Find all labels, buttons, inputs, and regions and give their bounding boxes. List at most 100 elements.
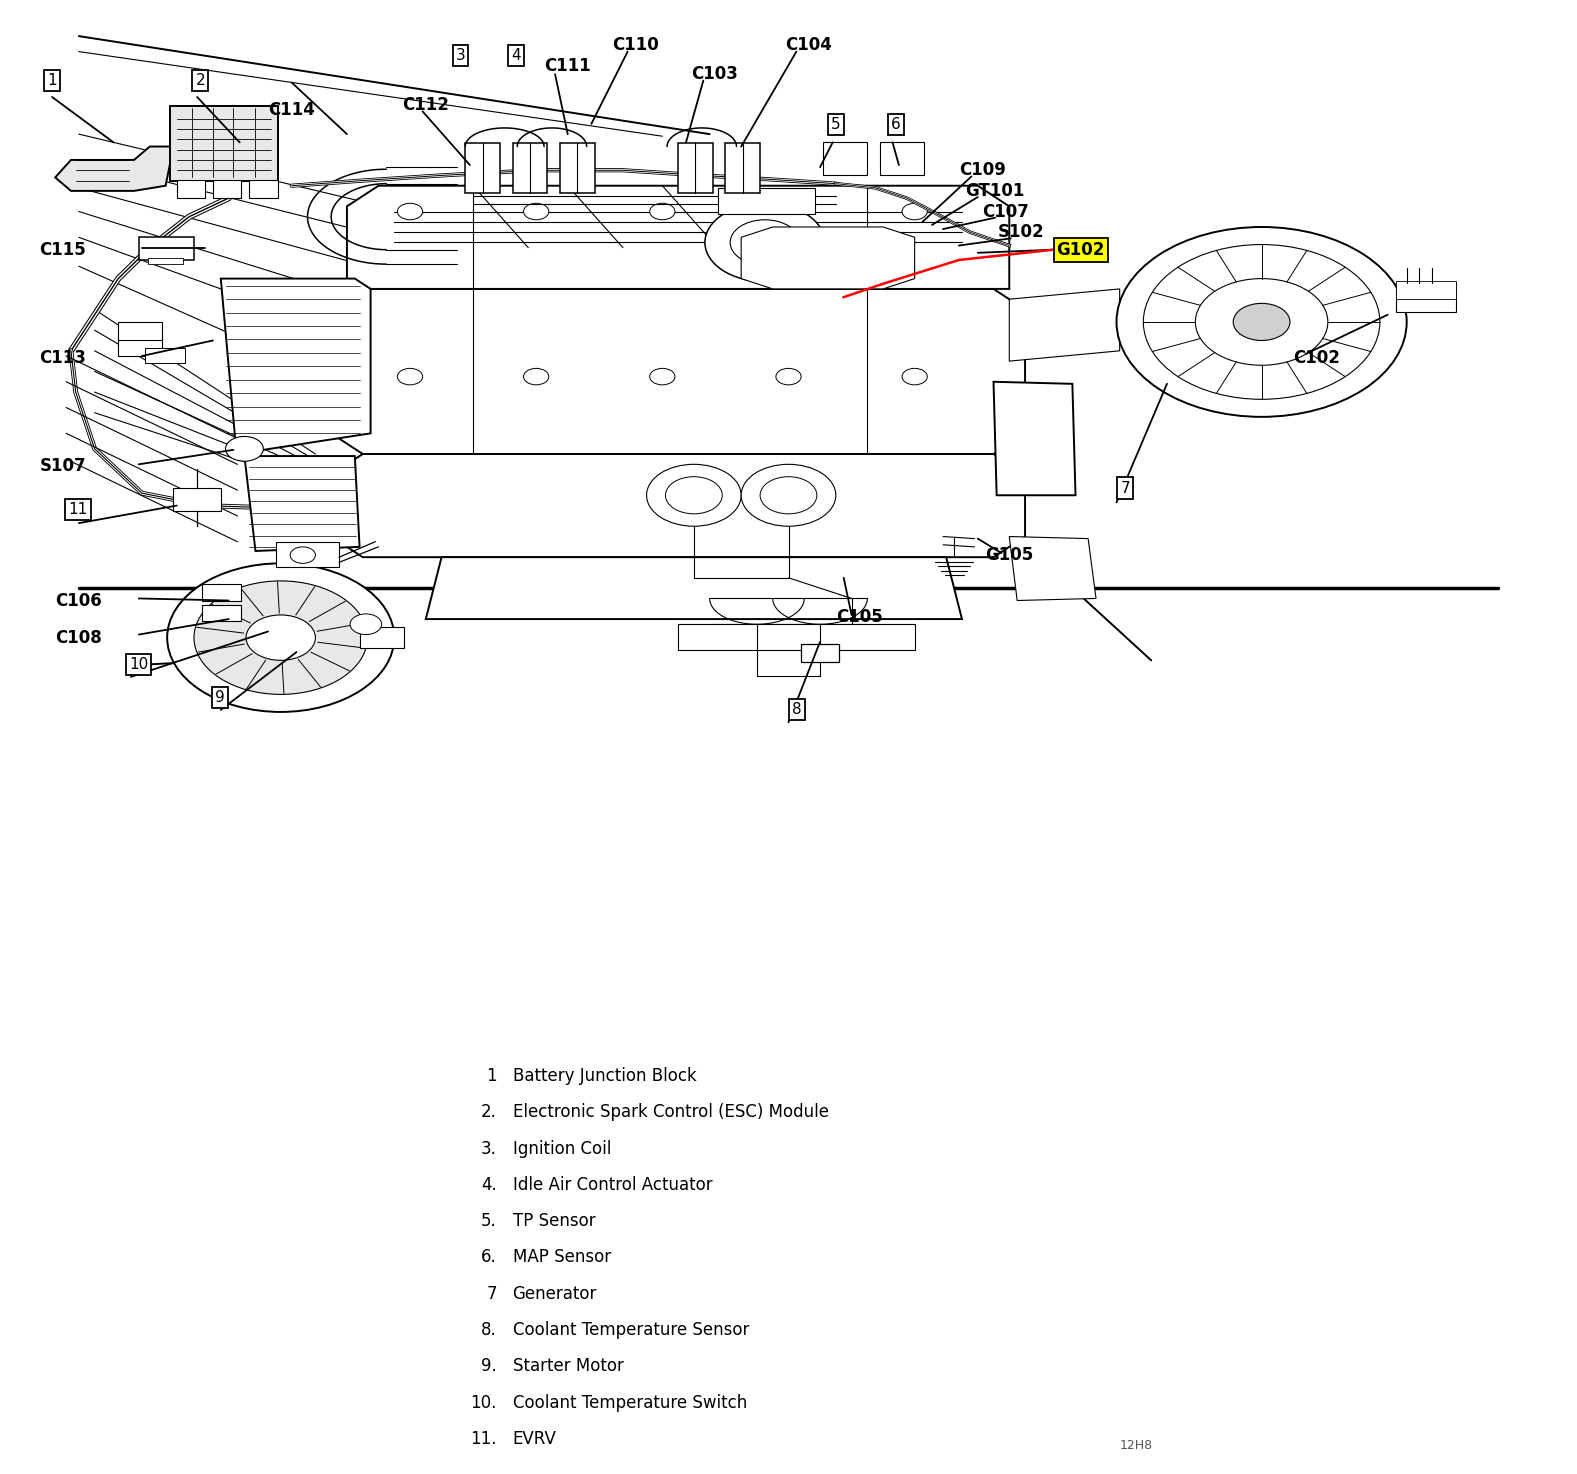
Bar [148,258,183,264]
Text: 1: 1 [47,74,57,88]
Circle shape [760,476,817,514]
Circle shape [902,203,927,220]
Bar [173,488,221,511]
Bar [118,321,162,340]
Circle shape [1143,245,1380,399]
Circle shape [705,203,825,282]
Text: 8: 8 [792,703,803,718]
Bar [170,106,278,181]
Circle shape [776,203,801,220]
Polygon shape [1009,289,1120,361]
Bar [513,143,547,193]
Circle shape [246,615,315,660]
Circle shape [226,436,263,461]
Bar [202,584,241,600]
Bar [718,187,815,214]
Bar [249,180,278,198]
Text: C103: C103 [691,65,738,84]
Circle shape [350,615,382,635]
Text: C114: C114 [268,102,315,119]
Text: 7: 7 [1120,481,1131,495]
Text: 4: 4 [511,49,520,63]
Text: Starter Motor: Starter Motor [513,1358,623,1375]
Text: Ignition Coil: Ignition Coil [513,1139,610,1157]
Text: 11: 11 [68,503,88,517]
Text: 6: 6 [891,118,900,133]
Text: GT101: GT101 [965,181,1025,200]
Polygon shape [1009,537,1096,600]
Bar [177,180,205,198]
Text: 4.: 4. [481,1176,497,1194]
Bar [823,143,867,175]
Circle shape [647,464,741,526]
Bar [360,628,404,649]
Text: 8.: 8. [481,1321,497,1338]
Circle shape [167,563,394,712]
Polygon shape [331,289,1025,454]
Text: Coolant Temperature Switch: Coolant Temperature Switch [513,1393,747,1412]
Text: 9.: 9. [481,1358,497,1375]
Bar [213,180,241,198]
Text: 7: 7 [486,1285,497,1303]
Text: C110: C110 [612,37,659,55]
Text: Idle Air Control Actuator: Idle Air Control Actuator [513,1176,713,1194]
Bar [276,542,339,567]
Bar [145,348,185,363]
Text: Generator: Generator [513,1285,598,1303]
Bar [725,143,760,193]
Text: C112: C112 [402,96,449,115]
Circle shape [650,203,675,220]
Text: Coolant Temperature Sensor: Coolant Temperature Sensor [513,1321,749,1338]
Text: Battery Junction Block: Battery Junction Block [513,1067,697,1085]
Text: S107: S107 [39,457,87,476]
Text: C102: C102 [1293,349,1340,367]
Bar [202,604,241,621]
Bar [801,644,839,662]
Polygon shape [741,227,915,289]
Text: EVRV: EVRV [513,1430,557,1447]
Circle shape [194,581,367,694]
Text: 3.: 3. [481,1139,497,1157]
Circle shape [524,203,549,220]
Text: C106: C106 [55,591,103,610]
Text: C111: C111 [544,57,591,75]
Circle shape [524,368,549,385]
Circle shape [650,368,675,385]
Text: MAP Sensor: MAP Sensor [513,1248,610,1266]
Text: 11.: 11. [470,1430,497,1447]
Text: C107: C107 [982,202,1030,221]
Polygon shape [331,454,1025,557]
Bar [1396,280,1456,299]
Circle shape [1195,279,1328,366]
Circle shape [397,203,423,220]
Circle shape [741,464,836,526]
Text: 6.: 6. [481,1248,497,1266]
Circle shape [1233,304,1290,340]
Text: 12H8: 12H8 [1120,1439,1153,1452]
Bar [560,143,595,193]
Text: 5.: 5. [481,1212,497,1231]
Polygon shape [55,146,173,192]
Circle shape [665,476,722,514]
Text: C113: C113 [39,349,87,367]
Text: C104: C104 [785,37,833,55]
Text: TP Sensor: TP Sensor [513,1212,595,1231]
Bar [139,237,194,259]
Bar [118,338,162,357]
Text: G102: G102 [1057,240,1105,259]
Polygon shape [244,455,360,551]
Circle shape [730,220,800,265]
Text: 10: 10 [129,657,148,672]
Text: S102: S102 [998,223,1046,242]
Bar [678,143,713,193]
Text: 3: 3 [456,49,465,63]
Circle shape [1117,227,1407,417]
Text: 1: 1 [486,1067,497,1085]
Text: 2.: 2. [481,1104,497,1122]
Circle shape [776,368,801,385]
Bar [880,143,924,175]
Text: 10.: 10. [470,1393,497,1412]
Text: C108: C108 [55,628,103,647]
Bar [1396,283,1456,311]
Bar [465,143,500,193]
